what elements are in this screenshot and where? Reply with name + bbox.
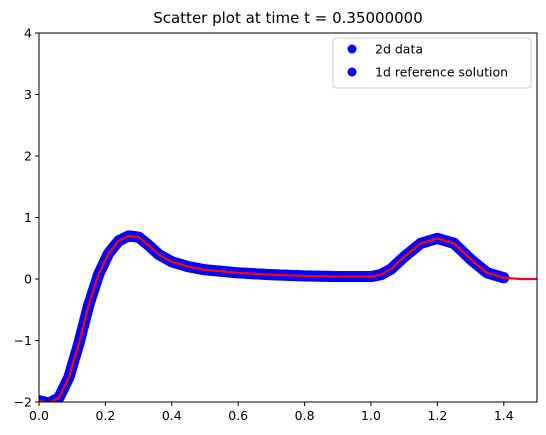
x-tick-label: 0.6 [228, 408, 248, 423]
y-tick-label: −2 [14, 395, 32, 410]
y-tick-label: 3 [24, 87, 32, 102]
legend-box [332, 37, 532, 89]
x-axis: 0.0 0.2 0.4 0.6 0.8 1.0 1.2 1.4 [29, 402, 514, 423]
x-tick-label: 1.2 [427, 408, 447, 423]
plot-marks [39, 230, 537, 402]
x-tick-label: 0.8 [295, 408, 315, 423]
x-tick-label: 1.4 [494, 408, 514, 423]
y-tick-label: 4 [24, 26, 32, 41]
chart-title: Scatter plot at time t = 0.35000000 [153, 9, 423, 27]
y-tick-label: 0 [24, 272, 32, 287]
legend-marker-1d-reference [347, 67, 357, 77]
x-tick-label: 0.4 [162, 408, 182, 423]
legend: 2d data 1d reference solution [332, 37, 532, 89]
y-tick-label: 2 [24, 149, 32, 164]
plot-area [39, 230, 537, 402]
legend-marker-2d-data [347, 44, 357, 54]
legend-label-2d-data: 2d data [375, 42, 423, 57]
series-2d-data [39, 230, 510, 402]
legend-label-1d-reference: 1d reference solution [375, 65, 508, 80]
y-tick-label: 1 [24, 210, 32, 225]
y-axis: −2 −1 0 1 2 3 4 [14, 26, 39, 410]
x-tick-label: 1.0 [361, 408, 381, 423]
x-tick-label: 0.2 [95, 408, 115, 423]
series-1d-reference-line [39, 234, 537, 402]
y-tick-label: −1 [14, 333, 32, 348]
x-tick-label: 0.0 [29, 408, 49, 423]
